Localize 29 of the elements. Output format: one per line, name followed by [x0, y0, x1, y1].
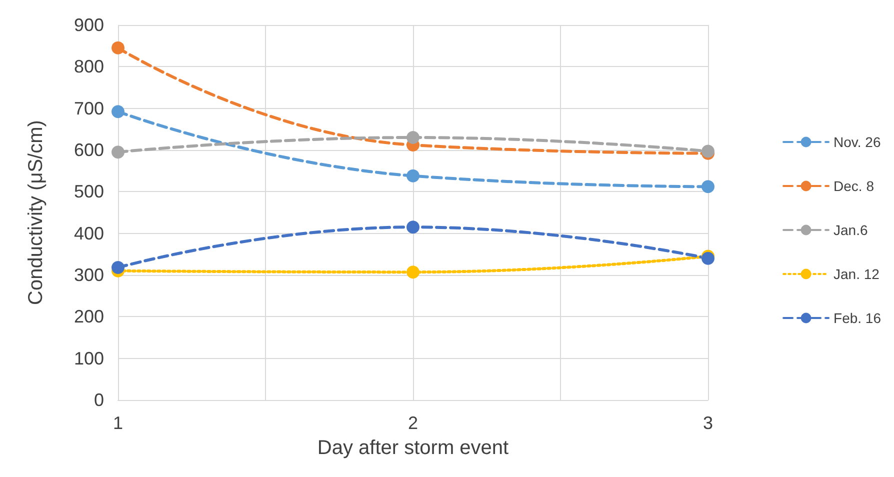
- point: [112, 105, 124, 118]
- legend-label: Jan.6: [834, 222, 868, 238]
- point: [406, 169, 420, 182]
- x-tick-label: 2: [408, 413, 418, 433]
- point: [112, 261, 124, 274]
- point: [702, 180, 714, 194]
- y-tick-label: 600: [74, 140, 104, 160]
- point: [112, 41, 124, 54]
- point: [406, 131, 420, 144]
- legend-label: Feb. 16: [834, 310, 882, 326]
- y-tick-label: 800: [74, 56, 104, 77]
- y-axis-title: Conductivity (μS/cm): [25, 120, 47, 305]
- y-tick-label: 700: [74, 98, 104, 118]
- y-tick-label: 900: [74, 15, 104, 35]
- point: [406, 220, 420, 234]
- y-tick-label: 400: [74, 223, 104, 244]
- y-tick-label: 100: [74, 348, 104, 368]
- y-tick-label: 500: [74, 182, 104, 202]
- legend-label: Nov. 26: [834, 134, 881, 150]
- y-tick-label: 0: [94, 390, 104, 410]
- x-tick-label: 3: [702, 413, 714, 433]
- legend-label: Jan. 12: [834, 266, 880, 282]
- y-tick-label: 300: [74, 265, 104, 285]
- point: [406, 266, 420, 279]
- legend-label: Dec. 8: [834, 178, 874, 194]
- x-axis-title: Day after storm event: [317, 437, 510, 459]
- y-tick-label: 200: [74, 306, 104, 327]
- x-tick-label: 1: [112, 413, 124, 433]
- point: [112, 146, 124, 159]
